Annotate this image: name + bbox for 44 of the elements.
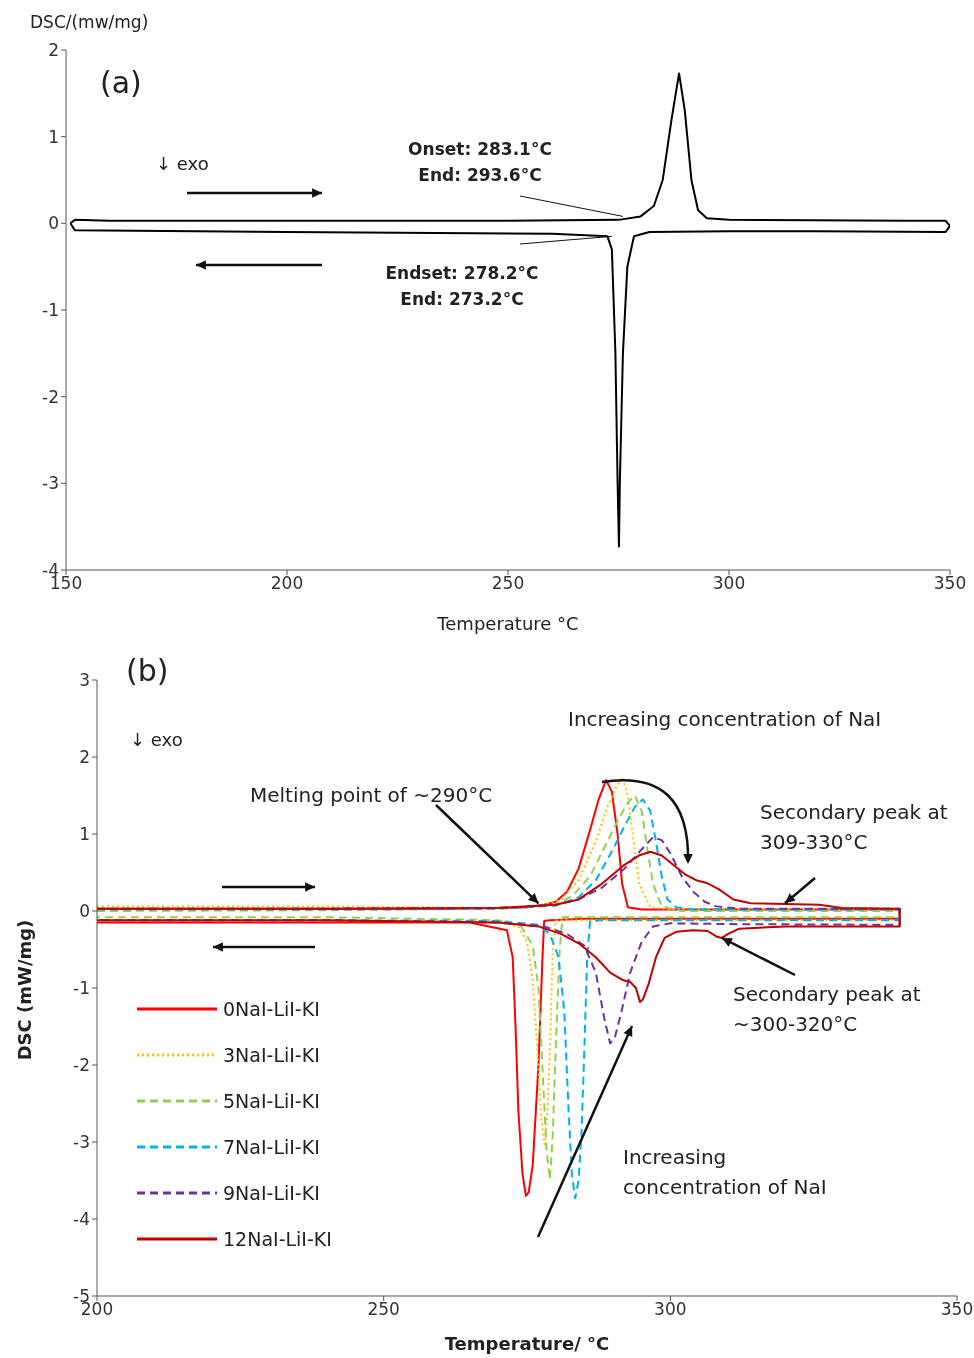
- x-axis-title: Temperature/ °C: [444, 1333, 610, 1354]
- legend-label: 0NaI-LiI-KI: [223, 998, 320, 1020]
- annotation: (b): [126, 652, 170, 690]
- y-tick-label: 1: [79, 824, 90, 845]
- annotation: Increasing concentration of NaI: [568, 706, 883, 733]
- annotation: Endset: 278.2°C: [384, 262, 540, 285]
- y-tick-label: -3: [73, 1132, 90, 1153]
- y-tick-label: -2: [42, 386, 59, 407]
- y-axis-title: DSC/(mw/mg): [30, 12, 149, 32]
- y-tick-label: 0: [48, 213, 59, 234]
- annotation: Secondary peak at 309-330°C: [760, 799, 949, 856]
- y-tick-label: 3: [79, 670, 90, 691]
- legend-label: 7NaI-LiI-KI: [223, 1136, 320, 1158]
- legend-label: 12NaI-LiI-KI: [223, 1228, 332, 1250]
- y-tick-label: 2: [79, 747, 90, 768]
- legend-label: 3NaI-LiI-KI: [223, 1044, 320, 1066]
- annotation: Melting point of ~290°C: [250, 782, 494, 809]
- x-tick-label: 300: [654, 1299, 687, 1320]
- y-tick-label: 2: [48, 40, 59, 61]
- x-tick-label: 250: [491, 573, 525, 594]
- y-tick-label: 1: [48, 126, 59, 147]
- legend-label: 9NaI-LiI-KI: [223, 1182, 320, 1204]
- legend-label: 5NaI-LiI-KI: [223, 1090, 320, 1112]
- y-tick-label: -3: [42, 473, 59, 494]
- y-tick-label: 0: [79, 901, 90, 922]
- annotation: End: 293.6°C: [417, 164, 543, 187]
- annotation: End: 273.2°C: [399, 288, 525, 311]
- y-tick-label: -1: [73, 978, 90, 999]
- y-tick-label: -1: [42, 300, 59, 321]
- annotation: Increasing concentration of NaI: [623, 1144, 828, 1201]
- x-tick-label: 250: [367, 1299, 400, 1320]
- x-tick-label: 300: [712, 573, 746, 594]
- annotation: (a): [100, 64, 143, 102]
- annotation: Secondary peak at ~300-320°C: [733, 981, 922, 1038]
- y-tick-label: -2: [73, 1055, 90, 1076]
- annotation: ↓ exo: [156, 152, 210, 176]
- y-axis-title: DSC (mW/mg): [13, 919, 35, 1061]
- x-tick-label: 200: [270, 573, 304, 594]
- x-tick-label: 350: [940, 1299, 974, 1320]
- x-tick-label: 350: [933, 573, 967, 594]
- annotation: ↓ exo: [130, 728, 184, 752]
- annotation: Onset: 283.1°C: [407, 138, 553, 161]
- x-axis-title: Temperature °C: [436, 613, 579, 634]
- y-tick-label: -4: [73, 1209, 90, 1230]
